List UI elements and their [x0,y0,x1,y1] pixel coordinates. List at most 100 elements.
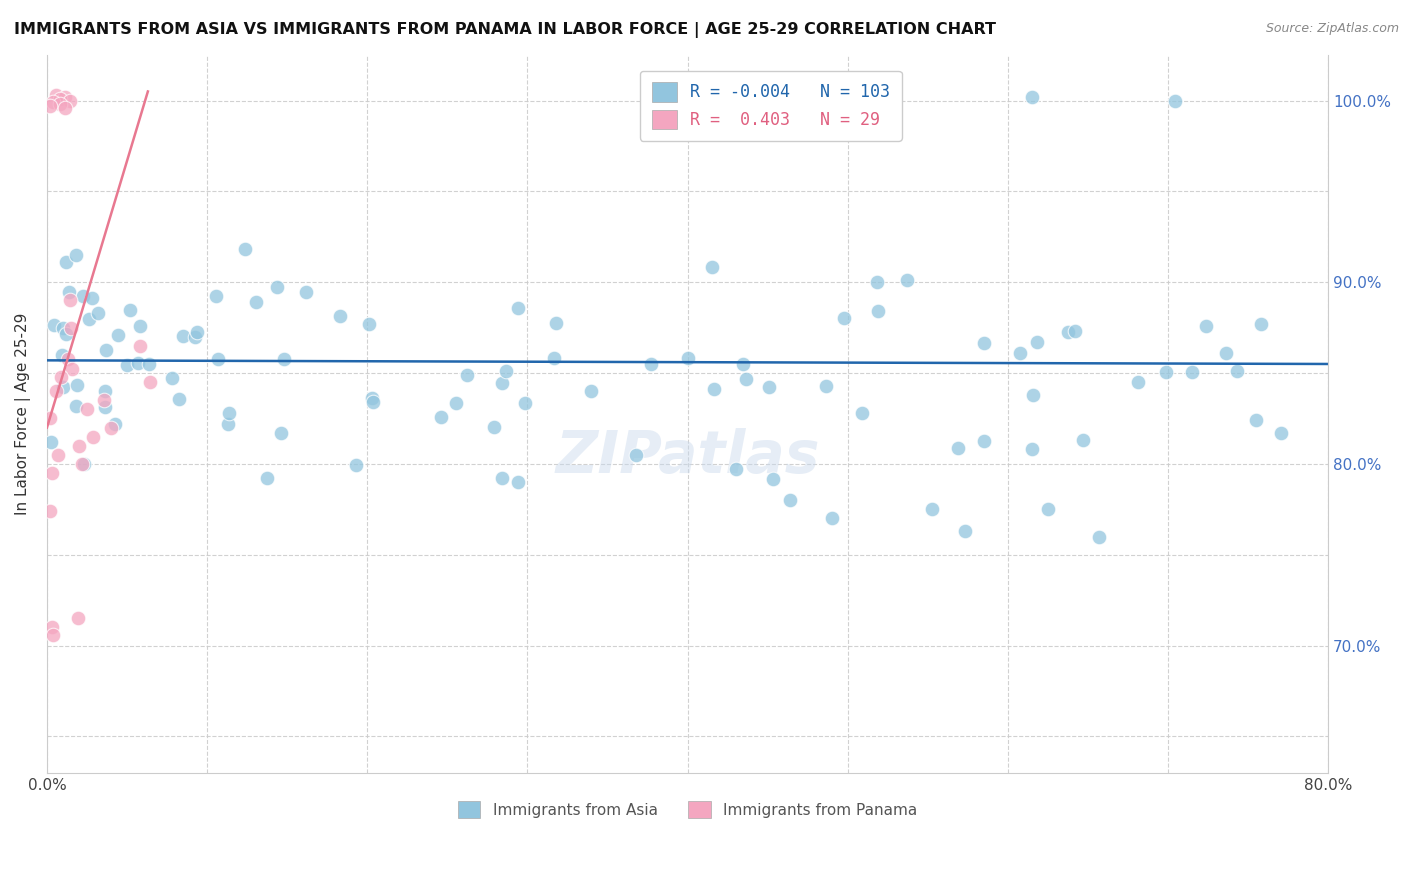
Point [42,95,65,110]
Point [676,351,699,365]
Point [59,320,82,334]
Point [1021,442,1043,456]
Point [42,628,65,642]
Point [245,295,267,310]
Point [484,420,506,434]
Point [205,289,228,303]
Point [896,273,918,287]
Point [172,329,194,343]
Point [581,384,603,398]
Point [513,396,536,410]
Point [49,369,72,384]
Point [73,457,96,471]
Point [543,351,565,366]
Point [65,248,87,262]
Point [329,309,352,323]
Point [361,391,384,405]
Point [1010,346,1032,360]
Point [294,285,316,299]
Point [506,475,529,489]
Point [1073,434,1095,448]
Point [38,504,60,518]
Point [45,384,67,399]
Point [363,395,385,409]
Point [94,400,117,414]
Point [973,434,995,449]
Point [60,362,83,376]
Point [79,312,101,326]
Point [94,384,117,399]
Point [1215,346,1237,360]
Point [724,462,747,476]
Point [1087,530,1109,544]
Point [491,376,513,390]
Point [491,471,513,485]
Point [758,380,780,394]
Legend: Immigrants from Asia, Immigrants from Panama: Immigrants from Asia, Immigrants from Pa… [450,793,925,826]
Point [821,511,844,525]
Point [1164,94,1187,108]
Point [734,372,756,386]
Point [129,318,152,333]
Point [82,430,104,444]
Point [46,448,69,462]
Point [70,457,93,471]
Point [120,302,142,317]
Point [731,357,754,371]
Point [1270,426,1292,441]
Point [357,317,380,331]
Point [946,442,969,456]
Point [430,409,453,424]
Point [162,371,184,385]
Y-axis label: In Labor Force | Age 25-29: In Labor Force | Age 25-29 [15,313,31,515]
Point [207,351,229,366]
Point [58,285,80,299]
Text: ZIPatlas: ZIPatlas [555,428,820,485]
Point [55,326,77,341]
Point [832,310,855,325]
Point [1038,502,1060,516]
Point [546,316,568,330]
Point [93,393,115,408]
Point [779,493,801,508]
Point [866,275,889,289]
Point [58,293,80,308]
Point [87,306,110,320]
Point [55,255,77,269]
Point [41,620,63,634]
Point [456,368,478,383]
Point [1250,317,1272,331]
Point [851,406,873,420]
Point [762,472,785,486]
Point [1128,376,1150,390]
Point [52,380,75,394]
Point [184,329,207,343]
Point [1021,90,1043,104]
Point [1154,365,1177,379]
Point [1195,318,1218,333]
Point [702,260,724,274]
Point [72,289,94,303]
Point [107,328,129,343]
Point [51,348,73,362]
Point [104,417,127,431]
Point [128,339,150,353]
Point [138,357,160,371]
Point [624,448,647,462]
Point [508,301,530,315]
Point [80,291,103,305]
Point [186,326,208,340]
Point [218,406,240,420]
Point [52,321,75,335]
Text: Source: ZipAtlas.com: Source: ZipAtlas.com [1265,22,1399,36]
Point [273,352,295,367]
Point [41,466,63,480]
Point [233,242,256,256]
Point [703,383,725,397]
Point [1064,324,1087,338]
Point [256,471,278,485]
Point [344,458,367,472]
Point [53,101,76,115]
Point [955,524,977,538]
Point [39,434,62,449]
